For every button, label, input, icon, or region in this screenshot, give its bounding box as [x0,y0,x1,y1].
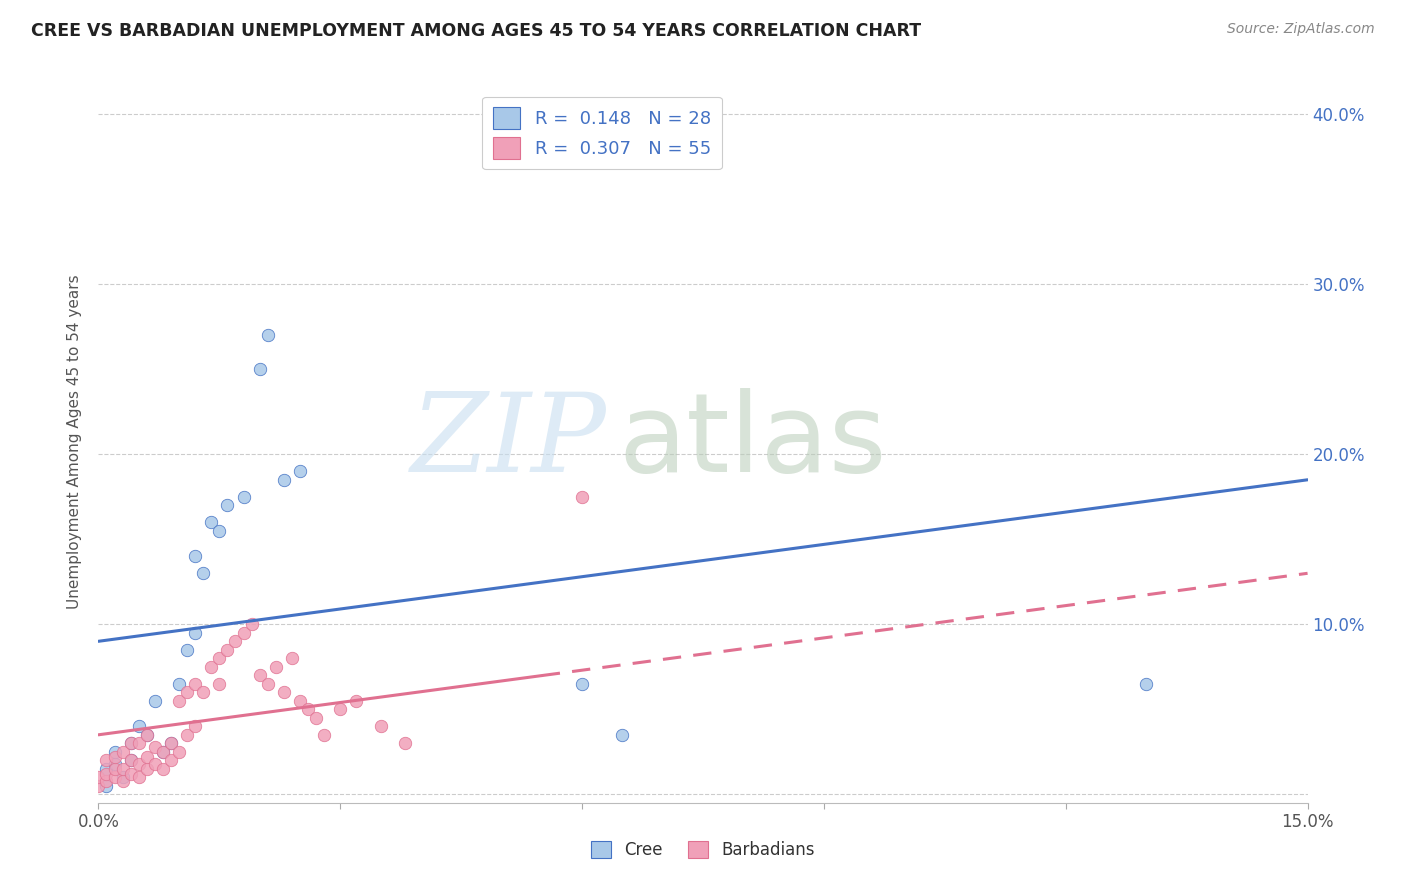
Point [344,694,367,708]
Point [143,694,166,708]
Point [208,524,231,538]
Point [184,677,207,691]
Point [128,770,150,784]
Point [314,728,336,742]
Point [167,694,190,708]
Point [135,762,157,776]
Point [1135,677,1157,691]
Point [160,736,183,750]
Point [232,490,254,504]
Point [128,719,150,733]
Point [200,516,222,530]
Point [160,753,183,767]
Point [167,677,190,691]
Point [256,328,278,343]
Point [232,625,254,640]
Point [288,694,311,708]
Point [96,753,118,767]
Point [103,750,125,764]
Point [184,549,207,564]
Point [96,767,118,781]
Point [120,753,142,767]
Point [329,702,352,716]
Point [152,745,174,759]
Point [120,736,142,750]
Point [96,762,118,776]
Point [87,779,110,793]
Point [120,767,142,781]
Point [176,728,198,742]
Point [281,651,304,665]
Point [217,498,239,512]
Point [87,770,110,784]
Point [176,642,198,657]
Point [135,728,157,742]
Point [200,660,222,674]
Point [612,728,634,742]
Point [240,617,263,632]
Point [111,762,134,776]
Point [143,756,166,771]
Point [249,668,271,682]
Point [193,566,215,581]
Point [103,756,125,771]
Point [128,736,150,750]
Point [111,773,134,788]
Point [305,711,328,725]
Point [256,677,278,691]
Text: CREE VS BARBADIAN UNEMPLOYMENT AMONG AGES 45 TO 54 YEARS CORRELATION CHART: CREE VS BARBADIAN UNEMPLOYMENT AMONG AGE… [31,22,921,40]
Legend: Cree, Barbadians: Cree, Barbadians [591,841,815,860]
Text: atlas: atlas [619,388,887,495]
Point [143,739,166,754]
Point [152,745,174,759]
Point [120,736,142,750]
Point [152,762,174,776]
Point [208,677,231,691]
Point [96,773,118,788]
Point [208,651,231,665]
Point [264,660,287,674]
Point [217,642,239,657]
Point [96,779,118,793]
Point [193,685,215,699]
Text: ZIP: ZIP [411,388,606,495]
Point [120,753,142,767]
Point [571,490,593,504]
Point [297,702,319,716]
Point [167,745,190,759]
Point [103,762,125,776]
Point [128,756,150,771]
Y-axis label: Unemployment Among Ages 45 to 54 years: Unemployment Among Ages 45 to 54 years [67,274,83,609]
Point [111,770,134,784]
Point [184,625,207,640]
Point [224,634,246,648]
Point [135,728,157,742]
Point [249,362,271,376]
Point [273,685,295,699]
Point [103,770,125,784]
Point [370,719,392,733]
Point [103,745,125,759]
Point [176,685,198,699]
Point [288,464,311,478]
Point [571,677,593,691]
Point [135,750,157,764]
Point [111,745,134,759]
Point [184,719,207,733]
Point [394,736,416,750]
Point [273,473,295,487]
Point [160,736,183,750]
Text: Source: ZipAtlas.com: Source: ZipAtlas.com [1227,22,1375,37]
